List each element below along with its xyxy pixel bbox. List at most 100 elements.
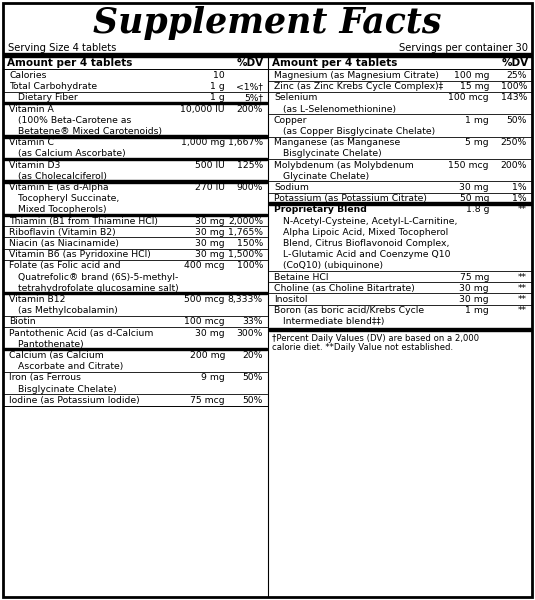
Text: **: **: [518, 295, 527, 304]
Text: 30 mg: 30 mg: [195, 250, 225, 259]
Text: Manganese (as Manganese: Manganese (as Manganese: [274, 138, 400, 147]
Bar: [4, 292, 267, 295]
Text: Iron (as Ferrous: Iron (as Ferrous: [9, 373, 81, 382]
Text: 5%†: 5%†: [244, 94, 263, 103]
Text: Magnesium (as Magnesium Citrate): Magnesium (as Magnesium Citrate): [274, 71, 439, 80]
Text: Boron (as boric acid/Krebs Cycle: Boron (as boric acid/Krebs Cycle: [274, 306, 424, 315]
Text: 2,000%: 2,000%: [228, 217, 263, 226]
Text: Tocopheryl Succinate,: Tocopheryl Succinate,: [9, 194, 119, 203]
Text: 300%: 300%: [236, 329, 263, 338]
Text: Thiamin (B1 from Thiamine HCl): Thiamin (B1 from Thiamine HCl): [9, 217, 158, 226]
Bar: [4, 101, 267, 104]
Text: Selenium: Selenium: [274, 94, 317, 103]
Text: (as Methylcobalamin): (as Methylcobalamin): [9, 306, 118, 315]
Text: (CoQ10) (ubiquinone): (CoQ10) (ubiquinone): [274, 262, 383, 271]
Text: 1 g: 1 g: [210, 82, 225, 91]
Text: 30 mg: 30 mg: [195, 228, 225, 237]
Bar: [269, 328, 531, 331]
Text: Vitamin C: Vitamin C: [9, 138, 54, 147]
Text: 1%: 1%: [513, 194, 527, 203]
Text: 100%: 100%: [501, 82, 527, 91]
Text: 143%: 143%: [501, 94, 527, 103]
Text: 10: 10: [213, 71, 225, 80]
Text: 10,000 IU: 10,000 IU: [180, 104, 225, 113]
Bar: [269, 202, 531, 205]
Text: %DV: %DV: [502, 58, 529, 68]
Text: Bisglycinate Chelate): Bisglycinate Chelate): [274, 149, 381, 158]
Text: 500 IU: 500 IU: [195, 161, 225, 170]
Text: 30 mg: 30 mg: [460, 284, 489, 293]
Text: (100% Beta-Carotene as: (100% Beta-Carotene as: [9, 116, 132, 125]
Text: Mixed Tocopherols): Mixed Tocopherols): [9, 205, 106, 214]
Text: 250%: 250%: [501, 138, 527, 147]
Text: 400 mcg: 400 mcg: [185, 262, 225, 271]
Text: 1 g: 1 g: [210, 94, 225, 103]
Text: Calories: Calories: [9, 71, 47, 80]
Text: Vitamin A: Vitamin A: [9, 104, 54, 113]
Text: 100 mcg: 100 mcg: [185, 317, 225, 326]
Text: 30 mg: 30 mg: [460, 295, 489, 304]
Text: %DV: %DV: [237, 58, 264, 68]
Text: Vitamin B6 (as Pyridoxine HCl): Vitamin B6 (as Pyridoxine HCl): [9, 250, 151, 259]
Text: Calcium (as Calcium: Calcium (as Calcium: [9, 351, 104, 360]
Text: Glycinate Chelate): Glycinate Chelate): [274, 172, 369, 181]
Text: 150 mcg: 150 mcg: [448, 161, 489, 170]
Text: 30 mg: 30 mg: [195, 239, 225, 248]
Text: Riboflavin (Vitamin B2): Riboflavin (Vitamin B2): [9, 228, 116, 237]
Text: Ascorbate and Citrate): Ascorbate and Citrate): [9, 362, 123, 371]
Text: 5 mg: 5 mg: [465, 138, 489, 147]
Text: 270 IU: 270 IU: [195, 183, 225, 192]
Text: Amount per 4 tablets: Amount per 4 tablets: [272, 58, 398, 68]
Text: Alpha Lipoic Acid, Mixed Tocopherol: Alpha Lipoic Acid, Mixed Tocopherol: [274, 228, 448, 237]
Text: 1,765%: 1,765%: [228, 228, 263, 237]
Text: 1%: 1%: [513, 183, 527, 192]
Text: Quatrefolic® brand (6S)-5-methyl-: Quatrefolic® brand (6S)-5-methyl-: [9, 272, 178, 281]
Text: **: **: [518, 205, 527, 214]
Text: Serving Size 4 tablets: Serving Size 4 tablets: [8, 43, 117, 53]
Text: 50%: 50%: [243, 373, 263, 382]
Text: tetrahydrofolate glucosamine salt): tetrahydrofolate glucosamine salt): [9, 284, 179, 293]
Text: **: **: [518, 272, 527, 281]
Text: 50%: 50%: [243, 396, 263, 405]
Text: Folate (as Folic acid and: Folate (as Folic acid and: [9, 262, 120, 271]
Text: 1.8 g: 1.8 g: [465, 205, 489, 214]
Text: 50 mg: 50 mg: [460, 194, 489, 203]
Bar: [4, 180, 267, 182]
Text: 900%: 900%: [236, 183, 263, 192]
Text: Amount per 4 tablets: Amount per 4 tablets: [7, 58, 132, 68]
Text: Molybdenum (as Molybdenum: Molybdenum (as Molybdenum: [274, 161, 414, 170]
Text: 15 mg: 15 mg: [460, 82, 489, 91]
Text: †Percent Daily Values (DV) are based on a 2,000: †Percent Daily Values (DV) are based on …: [272, 334, 479, 343]
Text: Dietary Fiber: Dietary Fiber: [9, 94, 78, 103]
Text: Pantothenic Acid (as d-Calcium: Pantothenic Acid (as d-Calcium: [9, 329, 154, 338]
Text: 100%: 100%: [236, 262, 263, 271]
Text: Potassium (as Potassium Citrate): Potassium (as Potassium Citrate): [274, 194, 427, 203]
Text: 200%: 200%: [501, 161, 527, 170]
Text: Niacin (as Niacinamide): Niacin (as Niacinamide): [9, 239, 119, 248]
Text: 75 mg: 75 mg: [460, 272, 489, 281]
Text: 30 mg: 30 mg: [195, 217, 225, 226]
Text: Choline (as Choline Bitartrate): Choline (as Choline Bitartrate): [274, 284, 415, 293]
Bar: [4, 158, 267, 160]
Text: Blend, Citrus Bioflavonoid Complex,: Blend, Citrus Bioflavonoid Complex,: [274, 239, 449, 248]
Text: 33%: 33%: [242, 317, 263, 326]
Text: 1 mg: 1 mg: [465, 306, 489, 315]
Text: Vitamin D3: Vitamin D3: [9, 161, 60, 170]
Text: 20%: 20%: [242, 351, 263, 360]
Text: 1,500%: 1,500%: [228, 250, 263, 259]
Text: 75 mcg: 75 mcg: [190, 396, 225, 405]
Text: Biotin: Biotin: [9, 317, 36, 326]
Bar: [4, 135, 267, 138]
Text: 30 mg: 30 mg: [195, 329, 225, 338]
Bar: [4, 348, 267, 350]
Text: 1,667%: 1,667%: [228, 138, 263, 147]
Text: Bisglycinate Chelate): Bisglycinate Chelate): [9, 385, 117, 394]
Text: Vitamin B12: Vitamin B12: [9, 295, 65, 304]
Bar: [4, 53, 531, 57]
Text: Servings per container 30: Servings per container 30: [399, 43, 528, 53]
Text: 50%: 50%: [507, 116, 527, 125]
Text: 200 mg: 200 mg: [189, 351, 225, 360]
Text: **: **: [518, 306, 527, 315]
Text: Proprietary Blend: Proprietary Blend: [274, 205, 367, 214]
Text: Zinc (as Zinc Krebs Cycle Complex)‡: Zinc (as Zinc Krebs Cycle Complex)‡: [274, 82, 443, 91]
